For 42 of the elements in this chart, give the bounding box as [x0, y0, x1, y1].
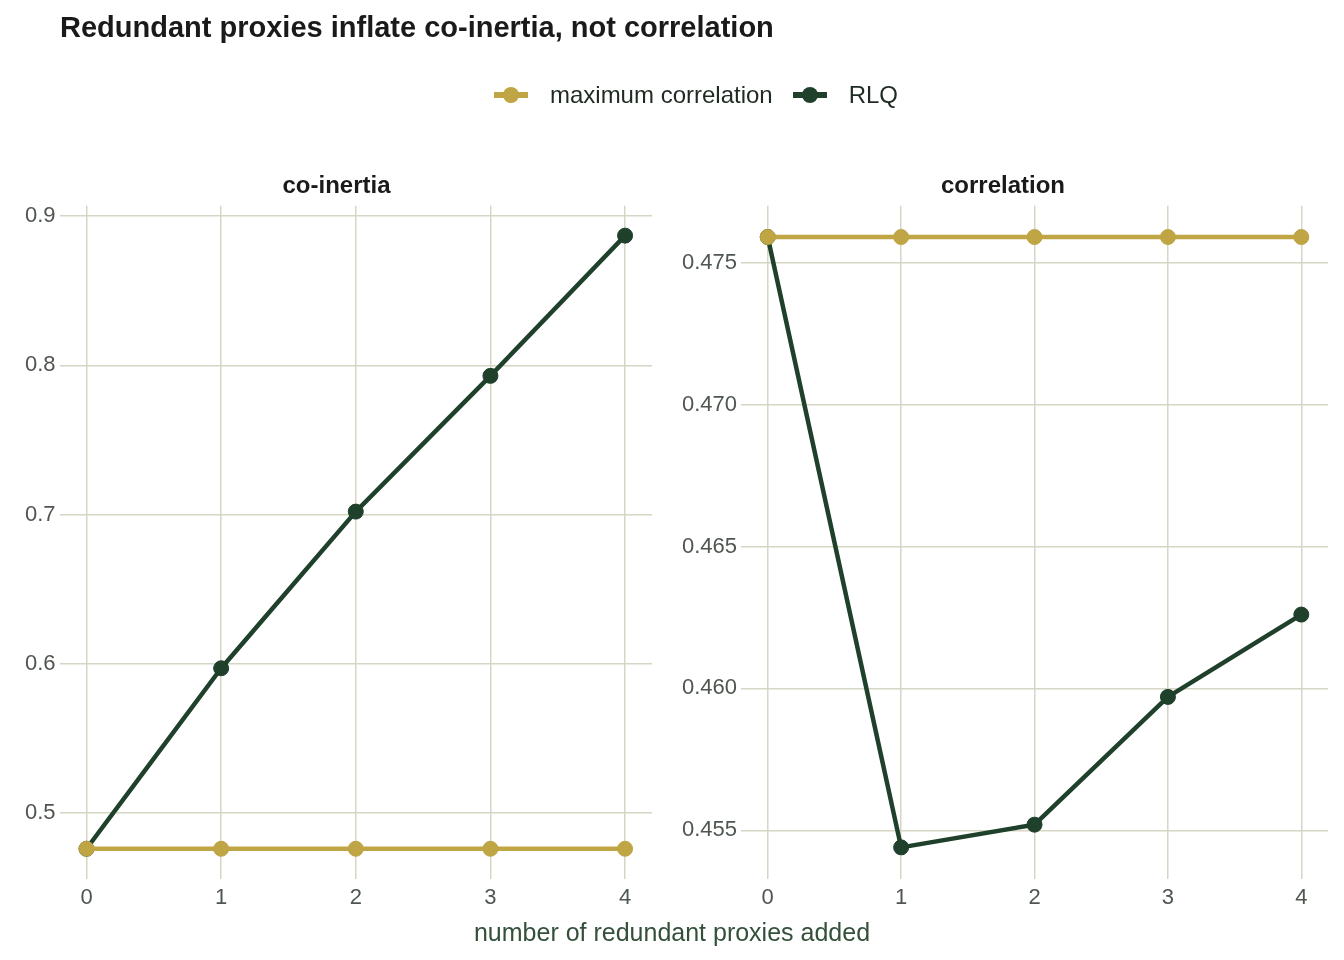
- point: [893, 839, 910, 856]
- legend-label: maximum correlation: [549, 81, 773, 109]
- y-tick-label: 0.455: [681, 816, 738, 842]
- x-tick-label: 1: [895, 883, 908, 909]
- x-axis-title: number of redundant proxies added: [472, 917, 872, 947]
- y-tick-label: 0.9: [24, 202, 56, 228]
- point: [482, 840, 499, 857]
- y-tick-label: 0.465: [681, 532, 738, 558]
- x-tick-label: 0: [761, 883, 774, 909]
- y-tick-label: 0.8: [24, 351, 56, 377]
- point: [1026, 229, 1043, 246]
- point: [1026, 816, 1043, 833]
- point: [347, 840, 364, 857]
- chart-subtitle: co-inertia: [282, 171, 392, 199]
- chart-subtitle: correlation: [940, 171, 1066, 199]
- point: [1293, 606, 1310, 623]
- y-tick-label: 0.5: [24, 799, 56, 825]
- point: [617, 840, 634, 857]
- x-tick-label: 2: [349, 883, 362, 909]
- point: [482, 367, 499, 384]
- point: [1159, 229, 1176, 246]
- x-tick-label: 3: [484, 883, 497, 909]
- point: [213, 660, 230, 677]
- x-tick-label: 4: [1295, 883, 1308, 909]
- point: [1293, 229, 1310, 246]
- point: [213, 840, 230, 857]
- point: [1159, 688, 1176, 705]
- chart-title: Redundant proxies inflate co-inertia, not correlation: [60, 10, 774, 44]
- point: [617, 227, 634, 244]
- x-tick-label: 0: [80, 883, 93, 909]
- point: [893, 229, 910, 246]
- x-tick-label: 1: [215, 883, 228, 909]
- y-tick-label: 0.470: [681, 390, 738, 416]
- legend-label: RLQ: [848, 81, 899, 109]
- point: [347, 503, 364, 520]
- x-tick-label: 2: [1028, 883, 1041, 909]
- y-tick-label: 0.460: [681, 674, 738, 700]
- x-tick-label: 3: [1161, 883, 1175, 909]
- y-tick-label: 0.475: [681, 248, 738, 274]
- x-tick-label: 4: [618, 883, 632, 909]
- y-tick-label: 0.7: [24, 500, 56, 526]
- y-tick-label: 0.6: [24, 649, 56, 675]
